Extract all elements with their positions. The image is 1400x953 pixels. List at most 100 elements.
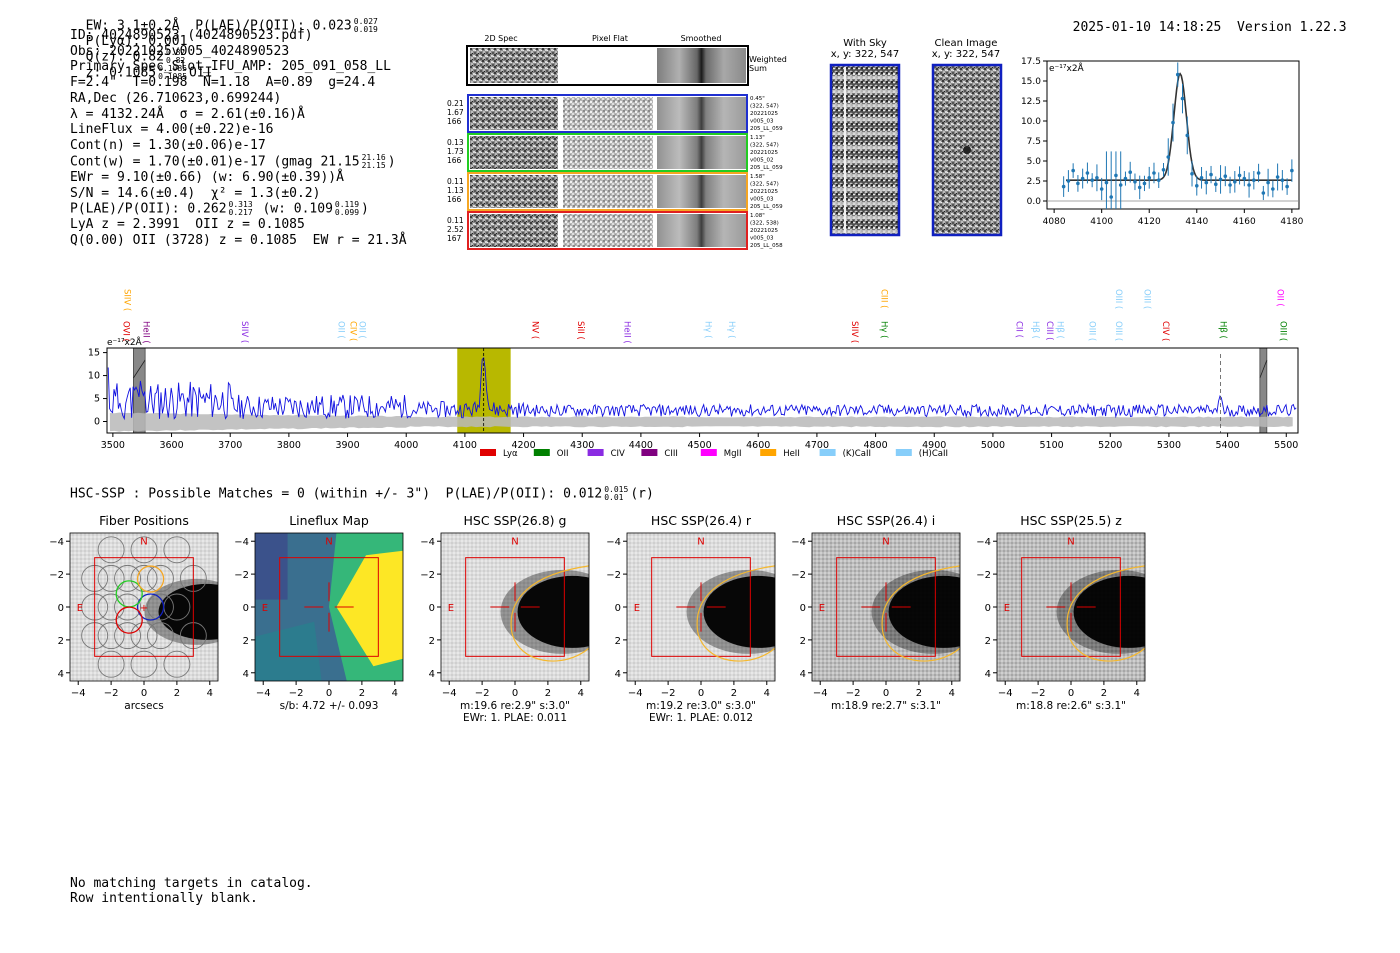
spectrum-legend-label: CIV <box>611 449 625 459</box>
line-fit-point <box>1137 185 1142 190</box>
lineflux-region-lowmid <box>255 621 322 681</box>
hsc-xtick-label: 4 <box>764 688 770 699</box>
hsc-panel-title: HSC SSP(26.4) r <box>651 513 752 528</box>
spectrum-noise-band <box>109 412 1293 432</box>
hsc-panel-image <box>812 533 960 681</box>
fiber-circle <box>163 650 191 678</box>
spec2d-row-left-label: 0.21 <box>447 99 464 108</box>
hsc-xtick-label: −2 <box>1031 688 1046 699</box>
hsc-ytick-label: −4 <box>791 537 806 548</box>
header-right: 2025-01-10 14:18:25 Version 1.22.3 <box>1057 5 1347 35</box>
spectrum-xtick-label: 3700 <box>218 440 242 451</box>
spectrum-xtick-label: 4100 <box>453 440 477 451</box>
spec2d-row-left-label: 2.52 <box>447 225 464 234</box>
info-obs: Obs: 20221025v005_4024890523 <box>70 43 290 59</box>
header-plya: P(Lyα): 0.001 <box>85 34 188 49</box>
header-datetime: 2025-01-10 14:18:25 <box>1072 20 1222 35</box>
line-fit-point <box>1194 184 1199 188</box>
line-fit-point <box>1142 181 1147 186</box>
hsc-xtick-label: 0 <box>698 688 704 699</box>
spec2d-row-flat <box>563 136 653 169</box>
spectrum-flux-line <box>107 356 1297 421</box>
weighted-2d-image <box>470 48 558 83</box>
info-q: Q(0.00) OII (3728) z = 0.1085 EW r = 21.… <box>70 233 407 249</box>
hsc-panel-caption-2: EWr: 1. PLAE: 0.012 <box>649 712 753 724</box>
north-label: N <box>1067 537 1074 548</box>
spectrum-legend-swatch <box>819 449 836 456</box>
weighted-sum-label-2: Sum <box>749 64 767 73</box>
fiber-circle <box>97 622 125 650</box>
hsc-ytick-label: 2 <box>615 636 621 647</box>
line-fit-point <box>1071 168 1075 173</box>
spectrum-xtick-label: 3900 <box>335 440 359 451</box>
spectrum-xtick-label: 3600 <box>159 440 183 451</box>
hsc-ytick-label: −2 <box>976 570 991 581</box>
line-fit-ytick-label: 15.0 <box>1021 77 1041 87</box>
fiber-circle-red <box>115 606 143 634</box>
spectrum-line-label: Hβ ( <box>1030 321 1040 339</box>
line-fit-point <box>1266 180 1270 185</box>
spec2d-row-smoothed <box>657 97 746 130</box>
hsc-xtick-label: −4 <box>442 688 457 699</box>
spec2d-row-left-label: 166 <box>447 156 462 165</box>
line-fit-gaussian <box>1066 72 1292 181</box>
line-fit-chart: e⁻¹⁷x2Å 4080 4100 4120 4140 4160 4180 0.0 2.5 5.… <box>1021 57 1304 227</box>
hsc-ytick-label: −2 <box>606 570 621 581</box>
spec2d-row-left-label: 0.13 <box>447 138 464 147</box>
line-fit-point <box>1180 96 1185 101</box>
fiber-circle <box>146 593 174 621</box>
spec2d-row-right-label: 205_LL_059 <box>750 126 783 132</box>
hsc-panel-image <box>441 533 589 681</box>
spectrum-line-label: CIV ( <box>1160 321 1170 341</box>
spec2d-row-right-label: 205_LL_059 <box>750 165 783 171</box>
line-fit-point <box>1104 180 1109 185</box>
fiber-circle <box>146 622 174 650</box>
hsc-aperture-box <box>1021 557 1121 657</box>
fiber-circle-orange <box>136 565 165 593</box>
hsc-panel-3: HSC SSP(26.8) g N E −4 −4 −2 −2 0 0 2 2 4 4 m:19.6 re… <box>411 510 596 729</box>
fiber-circle <box>97 593 125 621</box>
hsc-ytick-label: 2 <box>429 636 435 647</box>
spectrum-ytick-label: 15 <box>88 348 100 359</box>
line-fit-point <box>1213 182 1218 186</box>
line-fit-point <box>1256 171 1261 175</box>
spectrum-line-label: Hγ ( <box>878 321 888 338</box>
header-plae-bounds: 0.027 0.019 <box>353 17 378 34</box>
line-fit-point <box>1285 184 1289 189</box>
line-fit-point <box>1147 176 1152 180</box>
line-fit-point <box>1223 174 1228 178</box>
spec2d-row-flat <box>563 175 653 208</box>
spectrum-xtick-label: 3800 <box>277 440 301 451</box>
hsc-panel-title: HSC SSP(26.4) i <box>837 513 935 528</box>
spec2d-row-left-label: 1.13 <box>447 186 464 195</box>
hsc-panel-caption: m:19.2 re:3.0" s:3.0" <box>646 700 756 712</box>
hsc-xtick-label: 0 <box>512 688 518 699</box>
info-fiber: F=2.4" T=0.198 N=1.18 A=0.89 g=24.4 <box>70 75 376 91</box>
weighted-smoothed-image <box>657 48 746 83</box>
info-id: ID: 4024890523 (4024890523.pdf) <box>70 28 313 43</box>
hsc-xtick-label: −4 <box>71 688 86 699</box>
hsc-ytick-label: −2 <box>791 570 806 581</box>
spectrum-ytick-label: 5 <box>94 394 100 405</box>
hsc-panel-figure: HSC SSP(26.4) r N E −4 −4 −2 −2 0 0 2 2 4 4 m:19.2 re… <box>606 513 776 724</box>
hsc-panel-title: Fiber Positions <box>99 513 189 528</box>
line-fit-xtick-label: 4180 <box>1280 217 1303 227</box>
hsc-xtick-label: 0 <box>326 688 332 699</box>
spec2d-row-2d <box>470 136 558 169</box>
cutouts-panel <box>829 63 1003 237</box>
hsc-ytick-label: −4 <box>606 537 621 548</box>
hsc-ytick-label: −4 <box>49 537 64 548</box>
line-fit-point <box>1280 178 1285 182</box>
spec2d-row-frame <box>467 94 748 133</box>
spec2d-row-right-label: v005_03 <box>750 119 774 125</box>
line-fit-ytick-label: 7.5 <box>1027 137 1041 147</box>
hsc-panel-figure: HSC SSP(26.8) g N E −4 −4 −2 −2 0 0 2 2 4 4 m:19.6 re… <box>420 513 590 724</box>
hsc-xtick-label: −2 <box>289 688 304 699</box>
spectrum-xtick-label: 5300 <box>1157 440 1181 451</box>
spectrum-line-label: OIII ( <box>1113 321 1123 341</box>
spec2d-row-right-label: (322, 547) <box>750 104 779 110</box>
fiber-circle <box>130 650 158 678</box>
hsc-ytick-label: 4 <box>58 669 64 680</box>
spectrum-legend-swatch <box>533 449 550 456</box>
